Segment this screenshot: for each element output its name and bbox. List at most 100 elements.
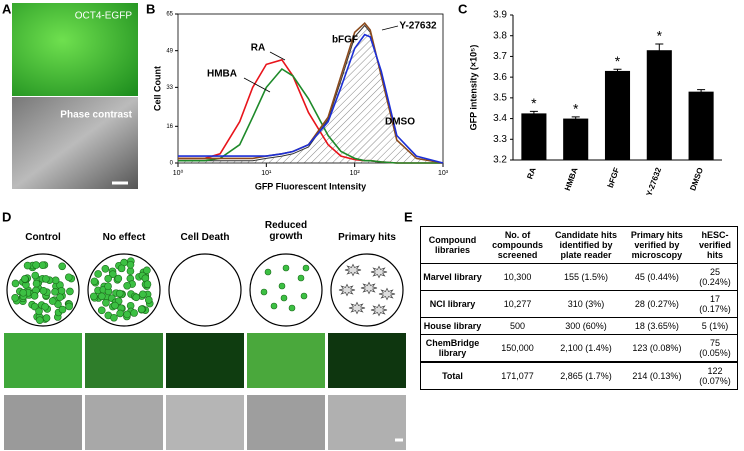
colony bbox=[123, 281, 131, 290]
header-row: Compound libraries No. of compounds scree… bbox=[420, 226, 738, 264]
colony bbox=[98, 292, 106, 301]
series-label: DMSO bbox=[385, 117, 415, 128]
differentiated-cell bbox=[378, 287, 396, 301]
table-cell: 150,000 bbox=[483, 334, 552, 363]
histogram-line bbox=[178, 22, 444, 164]
panel-label: C bbox=[458, 1, 468, 16]
table-cell: 214 (0.13%) bbox=[620, 361, 694, 390]
condition-label: Reduced growth bbox=[264, 220, 308, 242]
colony bbox=[116, 309, 124, 318]
phase-image bbox=[328, 395, 406, 450]
table-cell: NCI library bbox=[420, 290, 484, 318]
significance-mark: * bbox=[531, 95, 537, 111]
table-row: Marvel library 10,300 155 (1.5%) 45 (0.44%)… bbox=[420, 263, 738, 291]
y-tick-label: 3.9 bbox=[493, 10, 507, 21]
differentiated-cell bbox=[360, 281, 378, 295]
phase-image bbox=[247, 395, 325, 450]
table-cell: 18 (3.65%) bbox=[620, 317, 694, 335]
colony bbox=[65, 302, 73, 311]
colony bbox=[30, 292, 39, 300]
table-cell: 17 (0.17%) bbox=[693, 290, 738, 318]
y-tick-label: 33 bbox=[166, 85, 173, 91]
y-tick-label: 3.8 bbox=[493, 30, 507, 41]
table-cell: House library bbox=[420, 317, 484, 335]
y-tick-label: 3.3 bbox=[493, 134, 507, 145]
table-row: House library 500 300 (60%) 18 (3.65%) 5 (1%… bbox=[420, 317, 738, 335]
y-tick-label: 65 bbox=[166, 12, 173, 18]
bar bbox=[688, 91, 714, 160]
table-cell: 25 (0.24%) bbox=[693, 263, 738, 291]
leader bbox=[269, 51, 286, 61]
colony bbox=[19, 288, 28, 297]
colony bbox=[94, 270, 102, 278]
condition-label: No effect bbox=[102, 232, 146, 243]
x-tick-label: DMSO bbox=[688, 166, 705, 192]
bar bbox=[563, 118, 589, 160]
series-label: bFGF bbox=[332, 35, 358, 46]
table-cell: 500 bbox=[483, 317, 552, 335]
header-cell: No. of compounds screened bbox=[483, 226, 552, 264]
colony bbox=[58, 305, 67, 314]
dish bbox=[168, 253, 242, 327]
colony bbox=[114, 274, 123, 283]
library-table: Compound libraries No. of compounds scree… bbox=[420, 226, 738, 390]
table-cell: Marvel library bbox=[420, 263, 484, 291]
error-bar bbox=[529, 110, 538, 116]
colony bbox=[126, 267, 135, 275]
colony bbox=[288, 304, 296, 312]
table-row: Total 171,077 2,865 (1.7%) 214 (0.13%) 122 (… bbox=[420, 361, 738, 390]
condition-label: Control bbox=[25, 232, 61, 243]
table-cell: 75 (0.05%) bbox=[693, 334, 738, 363]
colony bbox=[32, 261, 40, 269]
colony bbox=[102, 298, 110, 307]
colony bbox=[41, 302, 49, 311]
table-cell: 10,277 bbox=[483, 290, 552, 318]
gfp-image bbox=[4, 333, 82, 388]
colony bbox=[90, 292, 98, 301]
colony bbox=[104, 274, 112, 283]
colony bbox=[137, 305, 146, 314]
table-cell: 2,100 (1.4%) bbox=[551, 334, 621, 363]
significance-mark: * bbox=[573, 101, 579, 117]
colony bbox=[111, 301, 119, 310]
series-label: Y-27632 bbox=[399, 21, 437, 32]
y-tick-label: 3.7 bbox=[493, 51, 507, 62]
table-cell: 300 (60%) bbox=[551, 317, 621, 335]
colony bbox=[58, 262, 67, 271]
gfp-image bbox=[12, 3, 138, 96]
error-bar bbox=[571, 116, 580, 121]
colony bbox=[123, 310, 131, 319]
bar bbox=[521, 113, 547, 160]
x-tick-label: Y-27632 bbox=[645, 166, 664, 198]
phase-image bbox=[85, 395, 163, 450]
x-tick-label: HMBA bbox=[563, 166, 580, 192]
header-cell: Primary hits verified by microscopy bbox=[620, 226, 694, 264]
colony bbox=[35, 307, 43, 316]
colony bbox=[139, 290, 147, 299]
colony bbox=[11, 294, 19, 302]
colony bbox=[51, 288, 59, 296]
colony bbox=[115, 289, 124, 298]
table-cell: 123 (0.08%) bbox=[620, 334, 694, 363]
colony bbox=[270, 302, 278, 310]
x-tick-label: 10⁰ bbox=[173, 169, 184, 177]
colony bbox=[302, 264, 310, 272]
colony bbox=[280, 294, 288, 302]
bar bbox=[604, 70, 631, 160]
gfp-image bbox=[166, 333, 244, 388]
colony bbox=[117, 264, 126, 273]
error-bar bbox=[613, 68, 622, 73]
error-bar bbox=[655, 43, 664, 57]
y-tick-label: 3.2 bbox=[493, 155, 507, 166]
series-label: RA bbox=[251, 43, 265, 54]
colony bbox=[31, 271, 40, 280]
table-cell: 310 (3%) bbox=[551, 290, 621, 318]
header-cell: Candidate hits identified by plate reade… bbox=[551, 226, 621, 264]
condition-label: Cell Death bbox=[180, 232, 230, 243]
panel-label: B bbox=[146, 1, 155, 16]
colony bbox=[42, 275, 50, 283]
differentiated-cell bbox=[348, 301, 366, 315]
phase-image bbox=[12, 97, 138, 189]
image-label: OCT4-EGFP bbox=[75, 11, 133, 22]
